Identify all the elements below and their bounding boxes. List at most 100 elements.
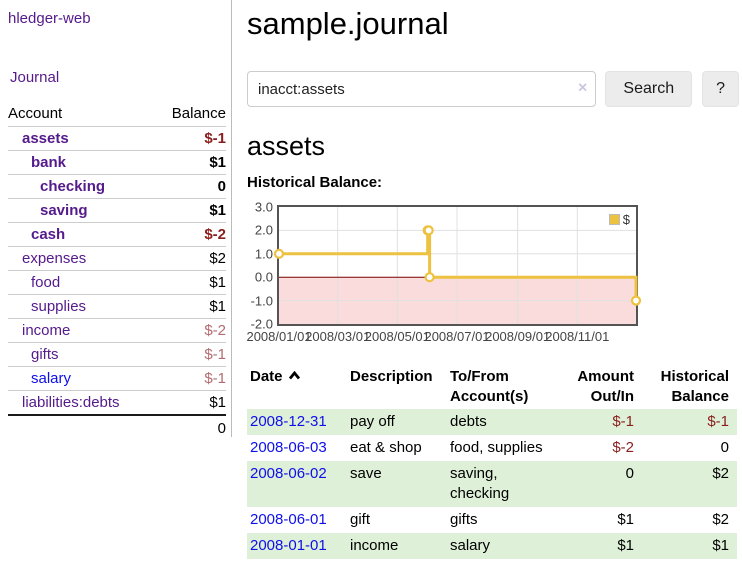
register-cell-accounts: debts <box>450 413 487 430</box>
account-link[interactable]: salary <box>31 370 72 387</box>
account-row: salary $-1 <box>8 366 226 390</box>
register-cell-date: 2008-06-03 <box>247 435 342 461</box>
register-cell-amount: $1 <box>617 511 634 528</box>
account-balance: $-1 <box>204 370 226 387</box>
page-title: sample.journal <box>247 6 449 41</box>
account-row: food $1 <box>8 270 226 294</box>
account-link[interactable]: assets <box>22 130 69 147</box>
account-row: assets $-1 <box>8 126 226 150</box>
clear-search-icon[interactable]: × <box>578 79 588 97</box>
y-axis-tick-label: -1.0 <box>250 293 273 309</box>
transaction-date-link[interactable]: 2008-06-03 <box>250 439 327 456</box>
accounts-table-header: Account Balance <box>8 102 226 126</box>
register-cell-balance: $1 <box>712 537 729 554</box>
search-button[interactable]: Search <box>605 71 693 107</box>
legend-series-label: $ <box>622 212 630 227</box>
x-axis-tick-label: 2008/11/01 <box>545 329 610 344</box>
search-input-wrap: × <box>247 71 597 107</box>
account-balance: $1 <box>209 298 226 315</box>
chart-legend: $ <box>606 211 632 228</box>
account-link[interactable]: expenses <box>22 250 87 267</box>
x-axis-tick-label: 2008/01/01 <box>246 329 312 344</box>
register-cell-accounts: saving, checking <box>450 465 510 502</box>
register-cell-balance: 0 <box>720 439 729 456</box>
account-row: supplies $1 <box>8 294 226 318</box>
register-cell-date: 2008-12-31 <box>247 409 342 435</box>
register-header-balance: Historical Balance <box>660 368 729 405</box>
account-link[interactable]: cash <box>31 226 66 243</box>
register-cell-description: income <box>350 537 399 554</box>
y-axis-tick-label: -2.0 <box>250 316 273 332</box>
account-balance: $-1 <box>204 346 226 363</box>
account-balance: $1 <box>209 394 226 411</box>
y-axis-tick-label: 2.0 <box>254 222 273 238</box>
account-link[interactable]: liabilities:debts <box>22 394 120 411</box>
register-cell-date: 2008-01-01 <box>247 533 342 559</box>
account-row: liabilities:debts $1 <box>8 390 226 414</box>
account-balance: $-2 <box>204 226 226 243</box>
account-row: cash $-2 <box>8 222 226 246</box>
account-balance: $1 <box>209 274 226 291</box>
register-row: 2008-06-03 eat & shop food, supplies $-2 0 <box>247 435 737 461</box>
transaction-date-link[interactable]: 2008-12-31 <box>250 413 327 430</box>
register-cell-description: pay off <box>350 413 395 430</box>
account-link[interactable]: supplies <box>31 298 87 315</box>
account-balance: $1 <box>209 202 226 219</box>
sort-ascending-icon <box>288 370 300 380</box>
register-cell-date: 2008-06-02 <box>247 461 342 507</box>
legend-color-swatch-icon <box>608 214 620 225</box>
register-row: 2008-06-01 gift gifts $1 $2 <box>247 507 737 533</box>
account-balance: $2 <box>209 250 226 267</box>
register-header-date[interactable]: Date <box>247 365 342 409</box>
account-row: expenses $2 <box>8 246 226 270</box>
account-balance: 0 <box>217 178 226 195</box>
register-row: 2008-12-31 pay off debts $-1 $-1 <box>247 409 737 435</box>
account-link[interactable]: saving <box>40 202 88 219</box>
main-content: sample.journal × Search ? assets Histori… <box>246 0 739 559</box>
register-header-row: Date Description To/From Account(s) Amou… <box>247 365 737 409</box>
register-cell-balance: $2 <box>712 511 729 528</box>
account-link[interactable]: bank <box>31 154 67 171</box>
register-cell-description: eat & shop <box>350 439 422 456</box>
register-cell-amount: $-2 <box>612 439 634 456</box>
x-axis-tick-label: 2008/09/01 <box>485 329 551 344</box>
account-heading: assets <box>247 131 326 161</box>
register-header-description: Description <box>350 368 433 385</box>
transaction-date-link[interactable]: 2008-01-01 <box>250 537 327 554</box>
sidebar-journal-link[interactable]: Journal <box>10 69 60 86</box>
accounts-total-row: 0 <box>8 414 226 441</box>
register-cell-accounts: salary <box>450 537 491 554</box>
account-balance: $1 <box>209 154 226 171</box>
historical-balance-chart: $ 3.0 2.0 1.0 0.0 -1.0 -2.0 2008/01/01 2008/03/… <box>246 199 739 349</box>
account-balance: $-1 <box>204 130 226 147</box>
register-cell-balance: $-1 <box>707 413 729 430</box>
account-link[interactable]: food <box>31 274 61 291</box>
y-axis-tick-label: 0.0 <box>254 269 273 285</box>
x-axis-tick-label: 2008/05/01 <box>364 329 430 344</box>
search-input[interactable] <box>247 71 597 107</box>
register-rows: 2008-12-31 pay off debts $-1 $-1 2008-06-03 ea… <box>247 409 737 559</box>
account-link[interactable]: checking <box>40 178 106 195</box>
account-link[interactable]: income <box>22 322 71 339</box>
app-title-link[interactable]: hledger-web <box>8 10 91 27</box>
register-cell-balance: $2 <box>712 465 729 482</box>
account-link[interactable]: gifts <box>31 346 59 363</box>
transaction-date-link[interactable]: 2008-06-01 <box>250 511 327 528</box>
accounts-table: Account Balance assets $-1 bank $1 checking 0… <box>8 102 226 441</box>
accounts-header-balance: Balance <box>171 105 226 122</box>
chart-plot-area: $ <box>273 205 642 326</box>
sidebar: hledger-web Journal Account Balance asse… <box>0 0 232 437</box>
register-cell-amount: $-1 <box>612 413 634 430</box>
search-bar: × Search ? <box>247 71 739 107</box>
help-button[interactable]: ? <box>702 71 739 107</box>
y-axis-tick-label: 3.0 <box>254 199 273 215</box>
transaction-date-link[interactable]: 2008-06-02 <box>250 465 327 482</box>
register-cell-accounts: gifts <box>450 511 478 528</box>
account-row: saving $1 <box>8 198 226 222</box>
register-table: Date Description To/From Account(s) Amou… <box>247 365 737 559</box>
account-row: bank $1 <box>8 150 226 174</box>
account-row: income $-2 <box>8 318 226 342</box>
x-axis-tick-label: 2008/03/01 <box>305 329 371 344</box>
register-cell-accounts: food, supplies <box>450 439 543 456</box>
register-cell-date: 2008-06-01 <box>247 507 342 533</box>
